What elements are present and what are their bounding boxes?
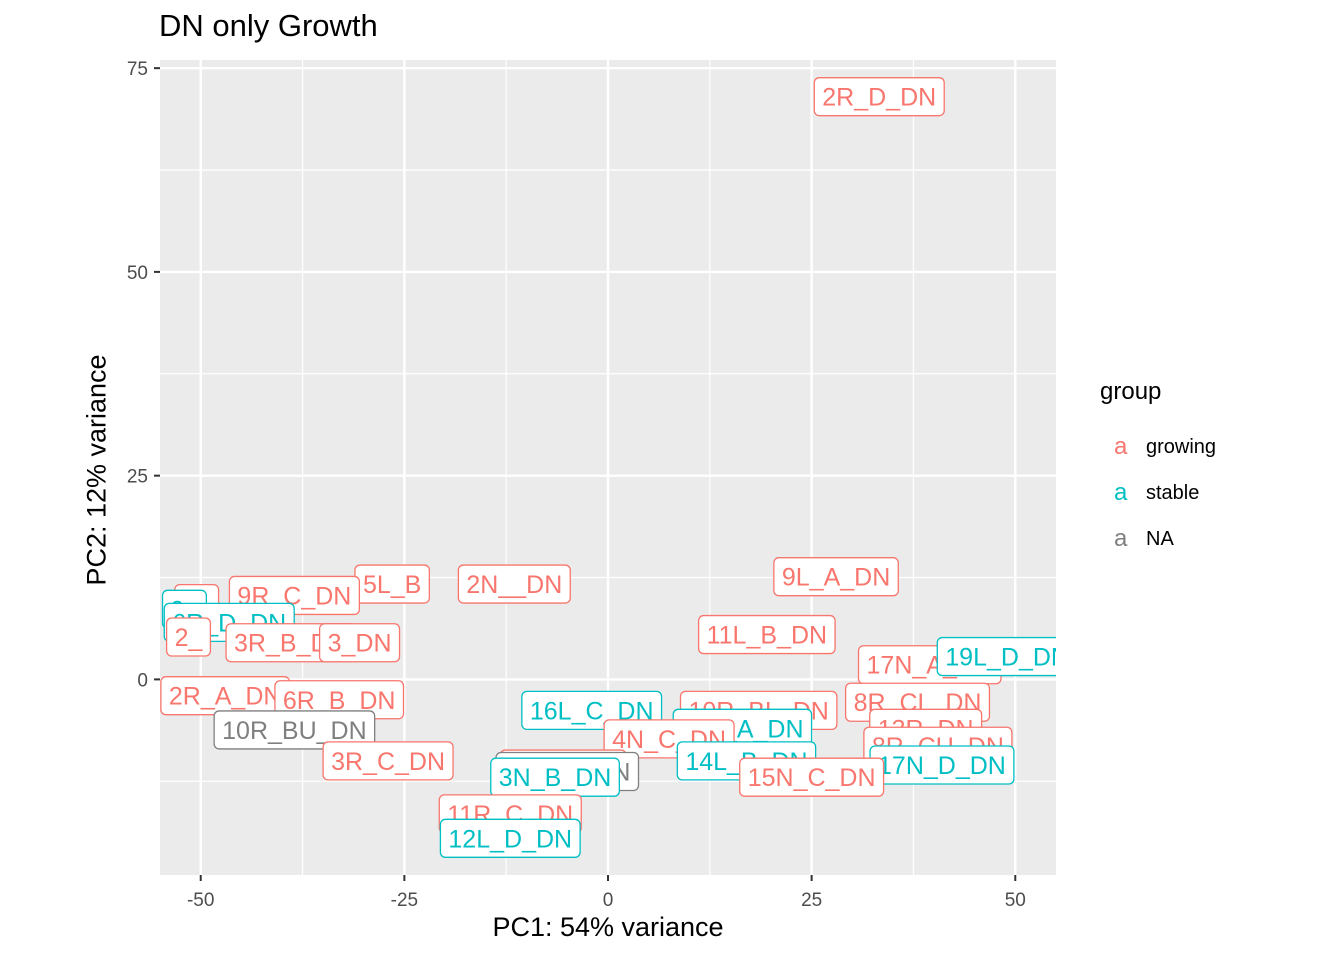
point-label: 10R_BU_DN bbox=[213, 710, 376, 750]
legend-title: group bbox=[1100, 378, 1162, 405]
point-label-text: 3R_C_DN bbox=[331, 748, 445, 776]
legend-label-growing: growing bbox=[1146, 435, 1217, 458]
point-label: 3R_C_DN bbox=[322, 741, 454, 781]
point-label-text: 3N_B_DN bbox=[499, 764, 612, 792]
legend-key-growing: a bbox=[1114, 433, 1128, 460]
legend-item-stable: a stable bbox=[1100, 470, 1216, 516]
point-label-text: 9L_A_DN bbox=[782, 564, 890, 592]
x-tick-label: -25 bbox=[391, 890, 418, 911]
x-tick-label: -50 bbox=[187, 890, 214, 911]
legend-key-na: a bbox=[1114, 525, 1128, 552]
point-label-text: 12L_D_DN bbox=[448, 825, 572, 853]
point-label-text: 2R_D_DN bbox=[822, 84, 936, 112]
legend-label-stable: stable bbox=[1146, 481, 1200, 504]
point-label: 3N_B_DN bbox=[490, 757, 620, 797]
point-label-box bbox=[165, 617, 212, 657]
point-label-text: 6R_B_DN bbox=[283, 687, 396, 715]
point-labels: 2R_D_DN9L_A_DN2N__DN5L_B9R_C_DN9_9_6R_D_… bbox=[160, 77, 1069, 858]
point-label-box bbox=[936, 636, 1056, 677]
point-label-box bbox=[697, 614, 836, 655]
point-label-text: 5L_B bbox=[363, 571, 421, 599]
point-label: 9L_A_DN bbox=[773, 557, 899, 597]
axes: -50 -25 0 25 50 0 25 50 75 bbox=[127, 59, 1026, 911]
point-label-box bbox=[439, 818, 581, 858]
point-label: 2R_A_DN bbox=[160, 676, 291, 716]
point-label-text: 11L_B_DN bbox=[707, 622, 827, 650]
point-label: 12L_D_DN bbox=[439, 818, 581, 858]
x-tick-label: 0 bbox=[603, 890, 614, 911]
legend-item-na: a NA bbox=[1100, 516, 1216, 562]
point-label: 5L_B bbox=[354, 564, 430, 604]
point-label-text: 3_DN bbox=[328, 630, 392, 658]
y-tick-label: 75 bbox=[127, 59, 148, 80]
point-label-text: 2N__DN bbox=[466, 571, 562, 599]
point-label-text: 10R_BU_DN bbox=[222, 717, 367, 745]
legend-key-stable: a bbox=[1114, 479, 1128, 506]
point-label: 3_DN bbox=[318, 623, 401, 663]
point-label-box bbox=[813, 77, 945, 117]
point-label-box bbox=[739, 757, 885, 797]
point-label-text: 17N_D_DN bbox=[878, 752, 1006, 780]
point-label-text: 2_ bbox=[175, 624, 204, 652]
point-label-box bbox=[318, 623, 401, 663]
y-tick-label: 50 bbox=[127, 263, 148, 284]
x-tick-label: 25 bbox=[801, 890, 822, 911]
legend: group a growing a stable a NA bbox=[1100, 378, 1216, 562]
point-label: 2_ bbox=[165, 617, 212, 657]
point-label-box bbox=[773, 557, 899, 597]
point-label-box bbox=[457, 564, 571, 604]
y-tick-label: 0 bbox=[137, 670, 148, 691]
legend-label-na: NA bbox=[1146, 527, 1174, 550]
point-label: 6R_B_DN bbox=[274, 680, 405, 720]
point-label-box bbox=[213, 710, 376, 750]
point-label: 11L_B_DN bbox=[697, 614, 836, 655]
point-label-box bbox=[322, 741, 454, 781]
x-tick-label: 50 bbox=[1005, 890, 1026, 911]
point-label: 2R_D_DN bbox=[813, 77, 945, 117]
point-label: 15N_C_DN bbox=[739, 757, 885, 797]
point-label-text: 19L_D_DN bbox=[945, 644, 1069, 672]
x-axis-label: PC1: 54% variance bbox=[492, 912, 724, 942]
point-label-text: 15N_C_DN bbox=[748, 764, 876, 792]
chart-title: DN only Growth bbox=[159, 8, 378, 43]
point-label: 19L_D_DN bbox=[936, 636, 1069, 677]
legend-item-growing: a growing bbox=[1100, 424, 1216, 470]
y-axis-label: PC2: 12% variance bbox=[81, 354, 112, 586]
point-label: 17N_D_DN bbox=[869, 745, 1015, 785]
point-label: 2N__DN bbox=[457, 564, 571, 604]
point-label-text: 2R_A_DN bbox=[169, 683, 282, 711]
y-tick-label: 25 bbox=[127, 467, 148, 488]
